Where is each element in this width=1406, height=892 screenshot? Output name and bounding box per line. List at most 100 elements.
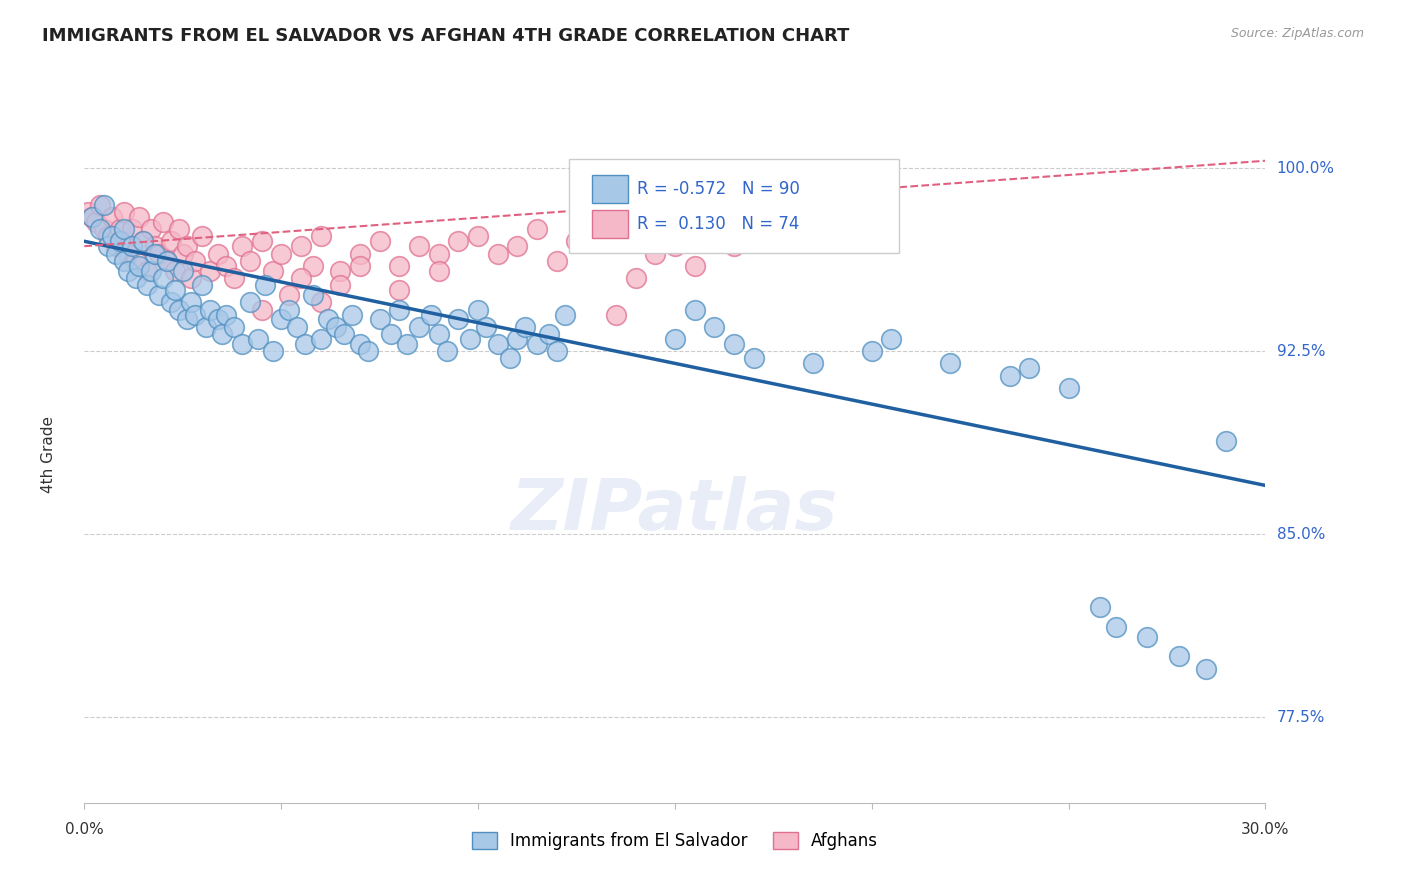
Point xyxy=(132,235,155,249)
Point xyxy=(475,319,498,334)
Point xyxy=(703,319,725,334)
Point xyxy=(215,308,238,322)
Point xyxy=(408,319,430,334)
Point xyxy=(246,332,269,346)
Point xyxy=(329,263,352,277)
Point xyxy=(349,259,371,273)
Text: 85.0%: 85.0% xyxy=(1277,527,1324,541)
Point xyxy=(427,246,450,260)
Point xyxy=(1136,630,1159,644)
Point xyxy=(1018,361,1040,376)
Text: R = -0.572   N = 90: R = -0.572 N = 90 xyxy=(637,180,800,198)
Point xyxy=(624,222,647,236)
Point xyxy=(664,332,686,346)
Point xyxy=(860,344,883,359)
Point xyxy=(108,222,131,236)
Point xyxy=(250,302,273,317)
Point xyxy=(605,308,627,322)
Point xyxy=(723,239,745,253)
Point xyxy=(349,336,371,351)
Point xyxy=(467,229,489,244)
Point xyxy=(250,235,273,249)
Point xyxy=(357,344,380,359)
Point xyxy=(309,295,332,310)
Point xyxy=(285,319,308,334)
Text: 100.0%: 100.0% xyxy=(1277,161,1334,176)
Point xyxy=(93,197,115,211)
Point xyxy=(176,239,198,253)
Point xyxy=(546,253,568,268)
Point xyxy=(270,312,292,326)
Point xyxy=(124,271,146,285)
Point xyxy=(309,332,332,346)
Point xyxy=(742,351,765,366)
Point xyxy=(141,222,163,236)
Point xyxy=(148,246,170,260)
Point xyxy=(128,210,150,224)
Point xyxy=(167,302,190,317)
Point xyxy=(762,215,785,229)
Point xyxy=(93,222,115,236)
Point xyxy=(231,239,253,253)
Point xyxy=(742,222,765,236)
Point xyxy=(515,319,537,334)
Point xyxy=(278,288,301,302)
Point xyxy=(262,263,284,277)
Text: 77.5%: 77.5% xyxy=(1277,710,1324,725)
Point xyxy=(191,278,214,293)
Point xyxy=(183,308,205,322)
Point xyxy=(148,288,170,302)
Point xyxy=(167,222,190,236)
Point xyxy=(1088,600,1111,615)
Text: R =  0.130   N = 74: R = 0.130 N = 74 xyxy=(637,215,800,233)
Point xyxy=(152,215,174,229)
Point xyxy=(195,319,218,334)
Point xyxy=(1215,434,1237,449)
Point xyxy=(117,263,139,277)
Text: IMMIGRANTS FROM EL SALVADOR VS AFGHAN 4TH GRADE CORRELATION CHART: IMMIGRANTS FROM EL SALVADOR VS AFGHAN 4T… xyxy=(42,27,849,45)
Point xyxy=(278,302,301,317)
Point xyxy=(211,327,233,342)
Point xyxy=(112,205,135,219)
Point xyxy=(222,319,245,334)
Point xyxy=(136,278,159,293)
Point xyxy=(191,229,214,244)
Point xyxy=(163,283,186,297)
Point xyxy=(396,336,419,351)
Point xyxy=(89,197,111,211)
Point xyxy=(318,312,340,326)
Point xyxy=(723,336,745,351)
Bar xyxy=(592,210,627,238)
Point xyxy=(408,239,430,253)
Point xyxy=(239,295,262,310)
Point xyxy=(644,246,666,260)
Point xyxy=(939,356,962,370)
Point xyxy=(329,278,352,293)
Point xyxy=(172,263,194,277)
Point xyxy=(998,368,1021,383)
Point xyxy=(160,235,183,249)
Point xyxy=(526,336,548,351)
Point xyxy=(152,271,174,285)
Point xyxy=(207,246,229,260)
Point xyxy=(427,327,450,342)
Point xyxy=(340,308,363,322)
Point xyxy=(506,332,529,346)
Point xyxy=(270,246,292,260)
Point xyxy=(368,312,391,326)
Point xyxy=(1105,620,1128,634)
Text: 0.0%: 0.0% xyxy=(65,822,104,838)
Point xyxy=(200,263,222,277)
Point xyxy=(104,239,127,253)
Point xyxy=(128,259,150,273)
Point xyxy=(132,235,155,249)
Point xyxy=(526,222,548,236)
Point xyxy=(1057,381,1080,395)
Point xyxy=(368,235,391,249)
Point xyxy=(176,312,198,326)
Point xyxy=(97,239,120,253)
Point xyxy=(565,235,588,249)
Point xyxy=(1167,649,1189,664)
Point xyxy=(419,308,441,322)
Point xyxy=(136,263,159,277)
